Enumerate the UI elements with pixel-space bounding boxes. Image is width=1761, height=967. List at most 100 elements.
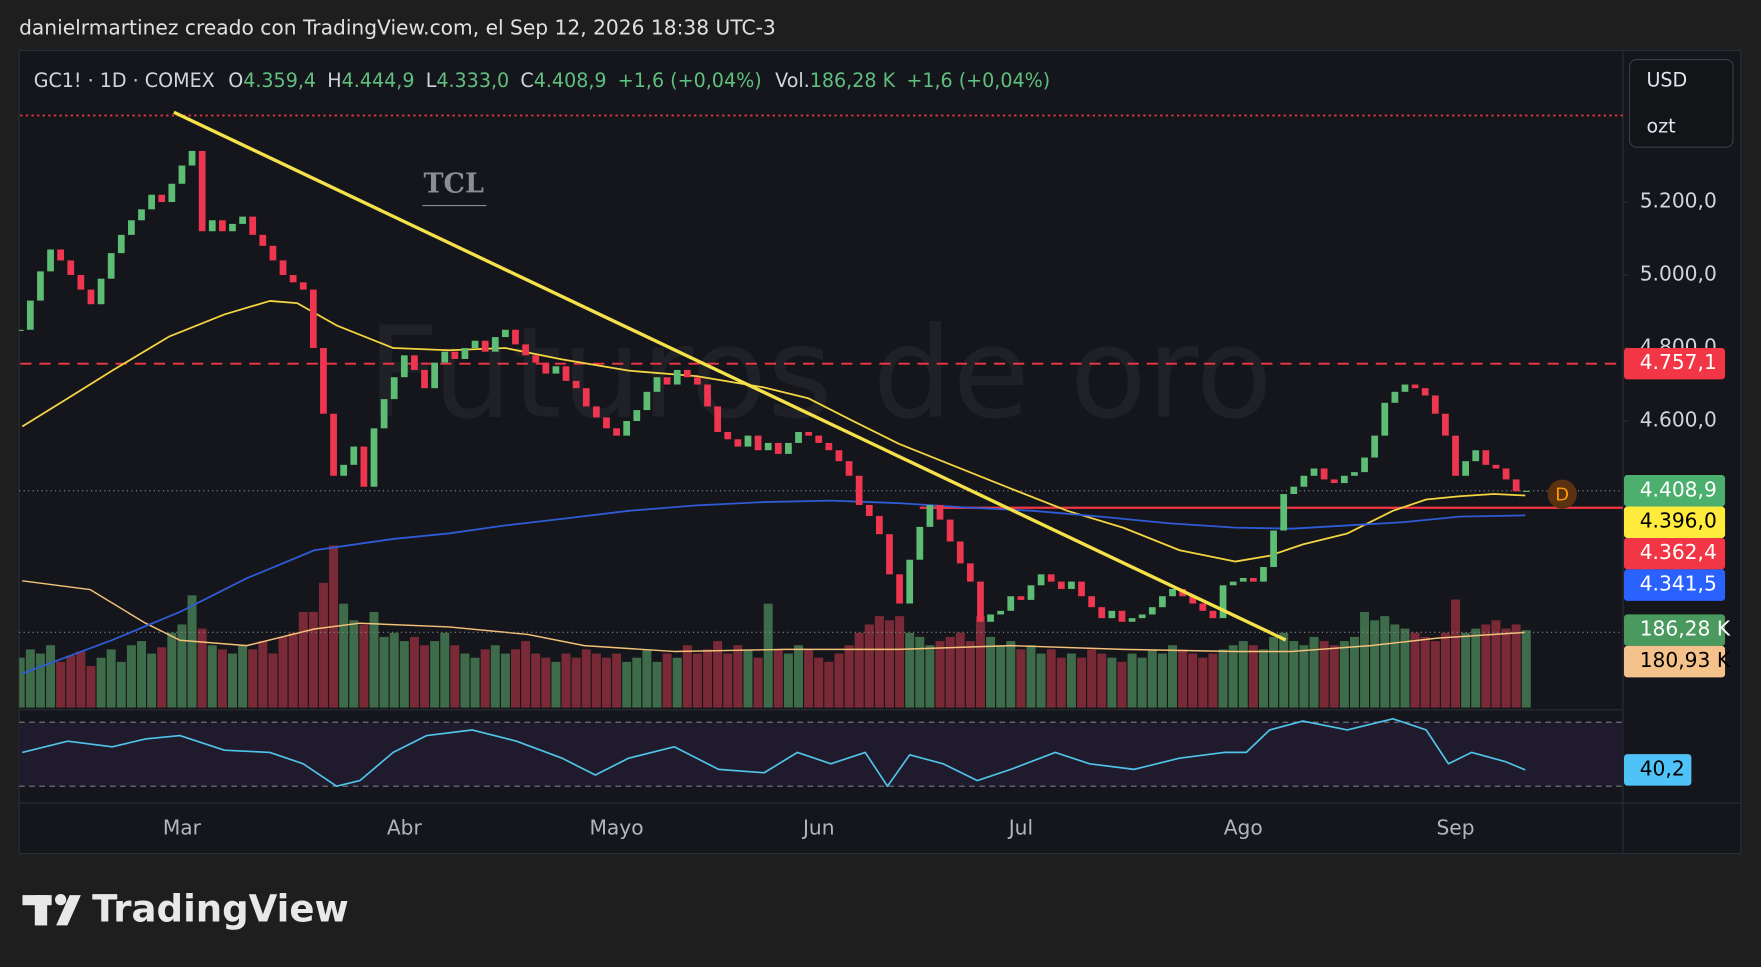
rsi-label: 40,2 [1640, 756, 1685, 780]
candle-body [219, 220, 226, 232]
volume-bar [298, 611, 308, 708]
candle-body [400, 355, 408, 378]
volume-bar [167, 632, 177, 708]
x-tick-label: Mayo [590, 815, 644, 839]
candle-body [138, 209, 145, 221]
event-badge[interactable] [1547, 479, 1577, 509]
candle-body [542, 362, 550, 374]
candle-body [734, 439, 742, 447]
candle-body [330, 413, 337, 476]
currency-box[interactable] [1629, 58, 1734, 148]
volume-bar [1309, 636, 1319, 708]
volume-bar [753, 657, 763, 708]
volume-bar [662, 653, 672, 708]
currency: USD [1646, 68, 1687, 91]
candle-body [1138, 614, 1146, 619]
candle-body [309, 289, 317, 349]
volume-bar [66, 655, 76, 708]
volume-bar [1036, 653, 1046, 708]
candle-body [1128, 618, 1136, 622]
candle-body [1068, 581, 1075, 589]
event-badge-label: D [1555, 484, 1569, 505]
candle-body [906, 559, 914, 604]
volume-bar [1097, 653, 1107, 708]
candle-body [896, 574, 903, 604]
candle-body [1391, 391, 1399, 403]
volume-bar [339, 603, 349, 708]
volume-bar [1208, 653, 1218, 708]
candle-body [19, 329, 24, 331]
candle-body [249, 216, 257, 235]
volume-bar [682, 645, 692, 708]
volume-ma [22, 580, 1526, 653]
volume-bar [622, 661, 632, 708]
candle-body [1249, 577, 1257, 582]
volume-bar [1501, 628, 1511, 708]
candle-body [815, 435, 823, 443]
moving-average [21, 499, 1526, 675]
volume-bar [46, 645, 56, 708]
volume-change: +1,6 (+0,04%) [906, 68, 1050, 91]
volume-bar [379, 636, 389, 708]
volume-bar [763, 603, 773, 708]
volume-bar [137, 641, 147, 708]
volume-bar [652, 661, 662, 708]
legend-value: 4.333,0 [436, 68, 509, 91]
volume-bar [126, 645, 136, 708]
candle-body [592, 406, 600, 418]
candle-body [613, 428, 620, 436]
candle-body [1300, 475, 1308, 487]
logo-part [55, 893, 67, 906]
volume-bar [672, 657, 682, 708]
candle-body [26, 300, 34, 330]
volume-bar [612, 653, 622, 708]
candle-body [977, 581, 984, 622]
candle-body [1239, 577, 1247, 582]
volume-bar [1228, 645, 1238, 708]
volume-bar [430, 641, 440, 708]
volume-bar [1400, 628, 1410, 708]
volume-bar [450, 645, 460, 708]
candle-body [158, 194, 166, 203]
candle-body [471, 340, 479, 349]
volume-bar [975, 616, 985, 708]
volume-bar [1087, 649, 1097, 708]
candle-body [623, 421, 631, 436]
moving-average [21, 300, 1526, 563]
volume-bar [1026, 645, 1036, 708]
volume-bar [56, 661, 66, 708]
volume-bar [177, 624, 187, 708]
volume-bar [945, 636, 955, 708]
candle-body [411, 355, 418, 370]
candle-body [876, 515, 883, 535]
volume-bar [541, 657, 551, 708]
candle-body [562, 366, 570, 381]
candle-body [754, 435, 762, 451]
candle-body [1340, 475, 1348, 484]
attribution: danielrmartinez creado con TradingView.c… [19, 16, 776, 40]
candle-body [1482, 450, 1490, 465]
volume-bar [783, 653, 793, 708]
candle-body [1522, 490, 1530, 492]
candle-body [1047, 574, 1055, 582]
volume-bar [743, 649, 753, 708]
rsi-label-bg [1623, 754, 1692, 786]
candle-body [1411, 384, 1419, 389]
candle-body [886, 534, 893, 575]
x-tick-label: Jun [801, 815, 835, 839]
volume-bar [1046, 649, 1056, 708]
candle-body [441, 351, 449, 363]
candle-body [1108, 610, 1116, 619]
volume-bar [591, 653, 601, 708]
candle-body [532, 355, 540, 363]
candle-body [77, 275, 85, 290]
candle-body [1057, 581, 1065, 589]
candle-body [512, 329, 519, 345]
candle-body [694, 377, 701, 385]
legend-value: 4.444,9 [342, 68, 415, 91]
candle-body [1260, 567, 1267, 582]
volume-bar [399, 641, 409, 708]
volume-bar [1349, 636, 1359, 708]
candle-body [1219, 585, 1227, 619]
candle-body [451, 351, 459, 359]
